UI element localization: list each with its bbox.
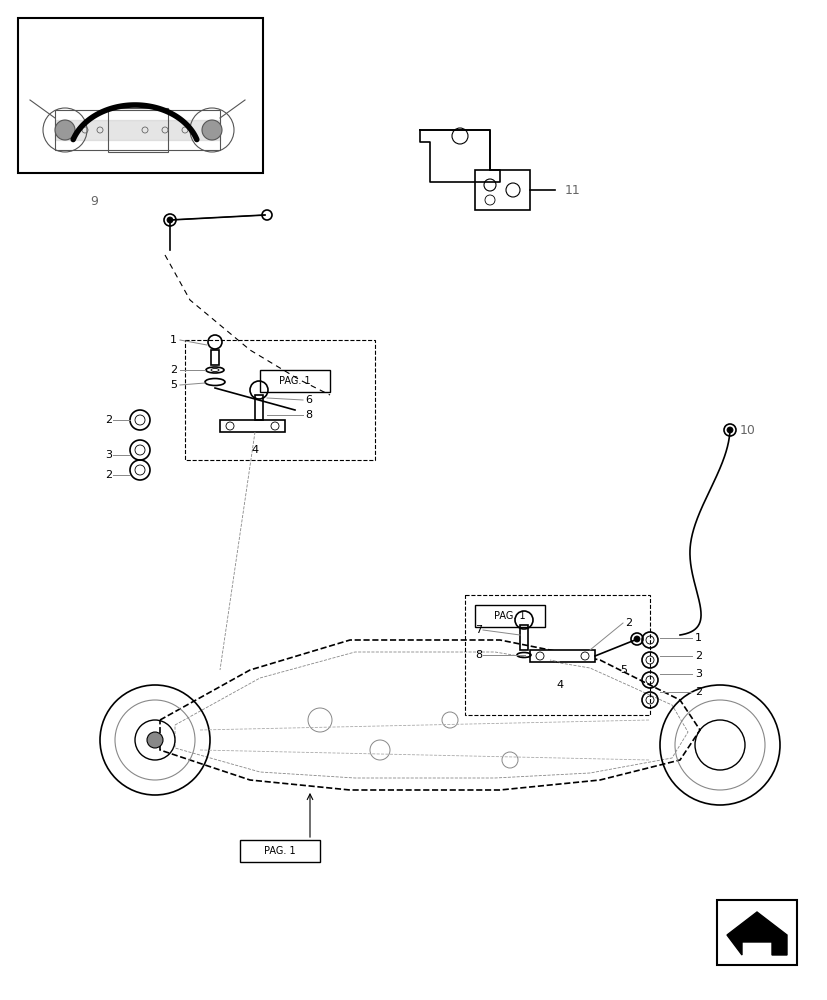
Circle shape [55,120,75,140]
Bar [465,595,649,715]
Text: 2: 2 [694,651,701,661]
Text: PAG. 1: PAG. 1 [494,611,525,621]
Polygon shape [160,640,699,790]
Text: 2: 2 [624,618,631,628]
Text: 3: 3 [105,450,112,460]
Text: 9: 9 [90,195,98,208]
Bar [529,650,595,662]
Text: PAG. 1: PAG. 1 [264,846,295,856]
Bar [55,110,220,150]
Polygon shape [726,912,786,955]
Bar [255,395,263,420]
Bar [240,840,319,862]
Text: 7: 7 [475,625,481,635]
Text: 4: 4 [556,680,563,690]
Text: 3: 3 [694,669,701,679]
Bar [475,605,544,627]
Circle shape [726,427,732,433]
Text: 6: 6 [304,395,312,405]
Bar [211,350,218,365]
Text: 8: 8 [475,650,481,660]
Text: 5: 5 [619,665,626,675]
Bar [108,108,168,152]
Bar [260,370,330,392]
Text: 10: 10 [739,424,755,436]
Circle shape [147,732,163,748]
Text: 2: 2 [105,470,112,480]
Bar [18,18,263,173]
Bar [475,170,529,210]
Text: 2: 2 [170,365,177,375]
Bar [184,340,375,460]
Text: 1: 1 [170,335,177,345]
Bar [220,420,284,432]
Text: 2: 2 [694,687,701,697]
Text: 5: 5 [170,380,177,390]
Text: 1: 1 [694,633,701,643]
Polygon shape [419,130,500,182]
Circle shape [633,636,639,642]
Circle shape [167,217,173,223]
Text: 11: 11 [564,184,580,197]
Text: 2: 2 [105,415,112,425]
Text: 4: 4 [251,445,258,455]
Bar [519,625,528,650]
Bar [716,900,796,965]
Circle shape [202,120,222,140]
Text: PAG. 1: PAG. 1 [279,376,310,386]
Text: 8: 8 [304,410,312,420]
